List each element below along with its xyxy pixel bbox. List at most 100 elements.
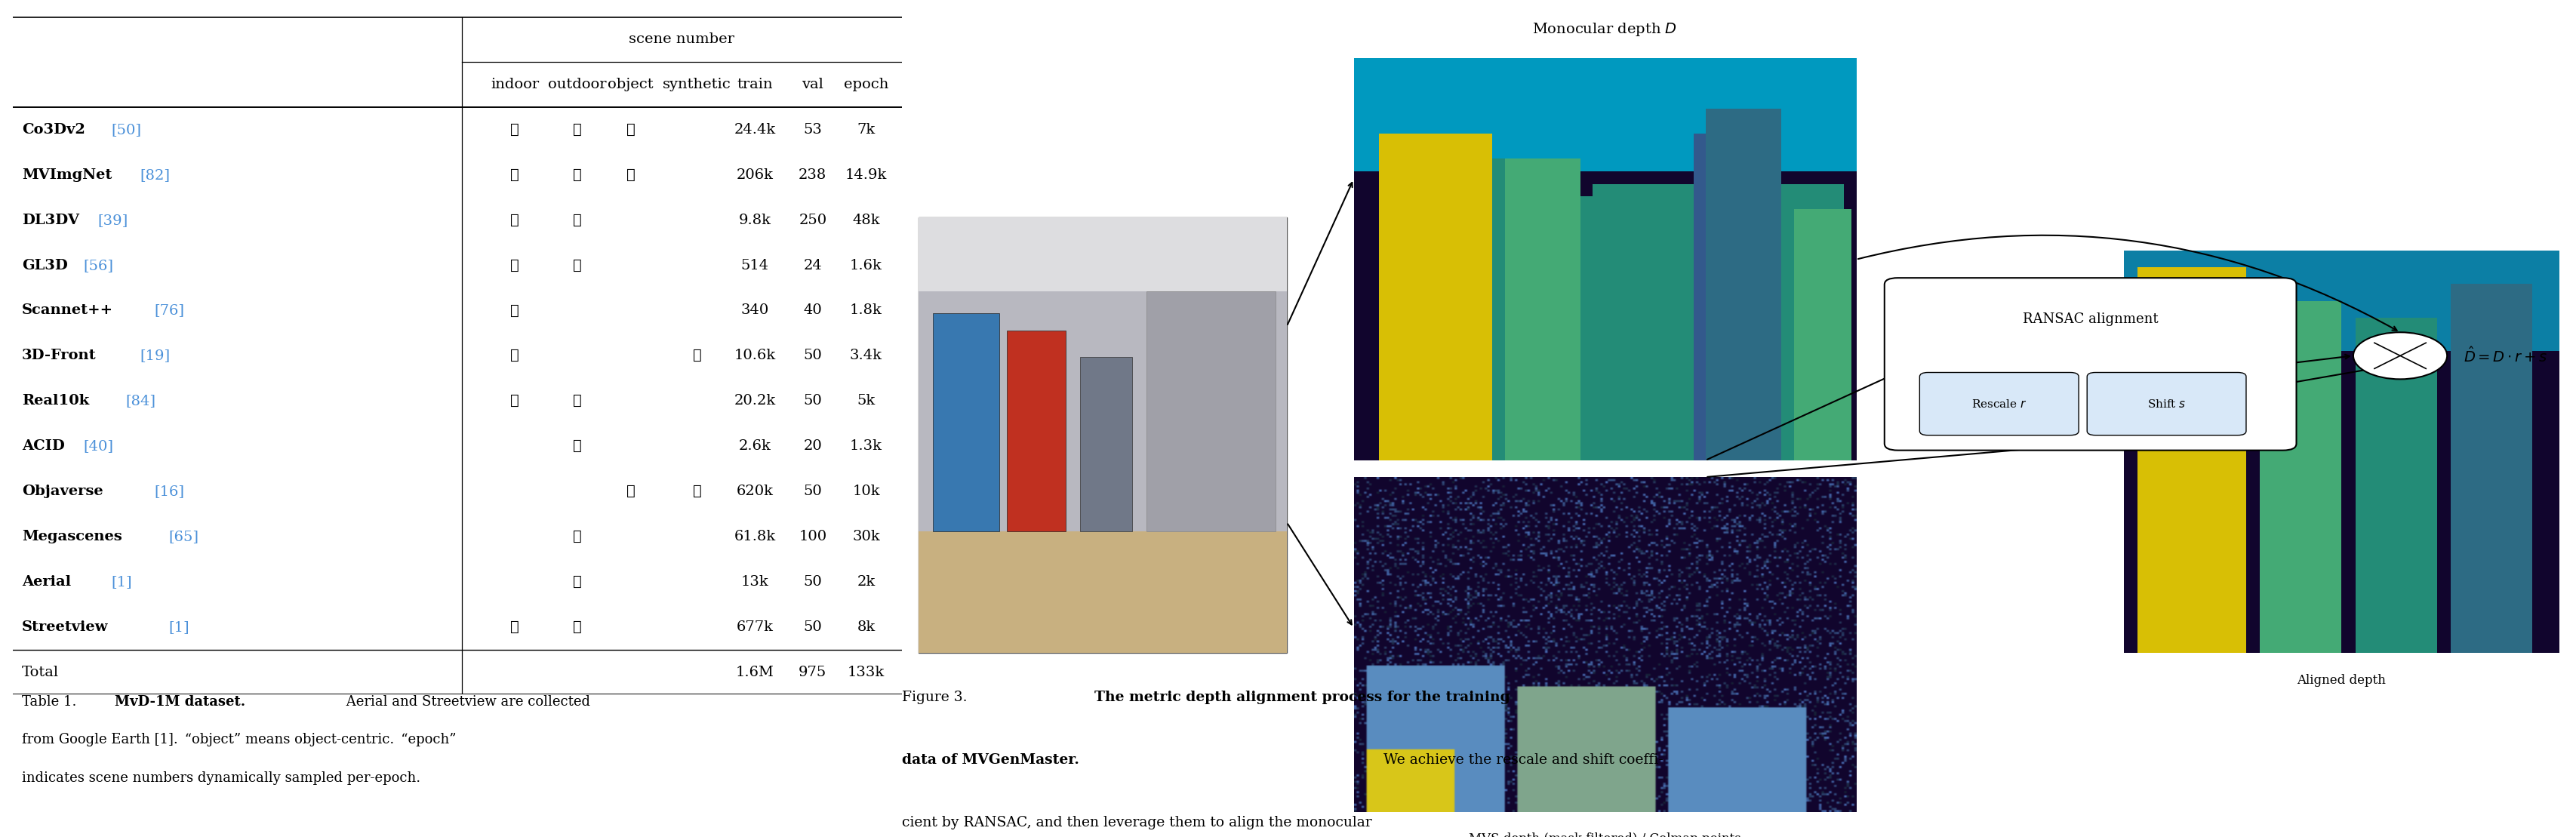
Text: MVImgNet: MVImgNet xyxy=(21,168,111,182)
Text: ✓: ✓ xyxy=(572,213,582,227)
Text: ✓: ✓ xyxy=(626,123,634,136)
Text: synthetic: synthetic xyxy=(662,78,732,91)
Text: Table 1.: Table 1. xyxy=(21,695,77,708)
Text: 3.4k: 3.4k xyxy=(850,349,881,362)
Text: 53: 53 xyxy=(804,123,822,136)
Text: 10.6k: 10.6k xyxy=(734,349,775,362)
Text: 340: 340 xyxy=(742,304,770,317)
Text: 14.9k: 14.9k xyxy=(845,168,886,182)
Text: ✓: ✓ xyxy=(693,485,701,498)
Text: ACID: ACID xyxy=(21,439,64,453)
Text: 8k: 8k xyxy=(858,620,876,634)
Text: ✓: ✓ xyxy=(510,349,520,362)
Text: 61.8k: 61.8k xyxy=(734,530,775,543)
Text: 1.8k: 1.8k xyxy=(850,304,881,317)
Bar xyxy=(920,218,1288,291)
Text: $\hat{D} = D \cdot r + s$: $\hat{D} = D \cdot r + s$ xyxy=(2463,347,2548,365)
Text: [76]: [76] xyxy=(155,304,185,317)
Text: DL3DV: DL3DV xyxy=(21,213,80,227)
Text: 5k: 5k xyxy=(858,394,876,408)
Text: ✓: ✓ xyxy=(510,213,520,227)
Text: ✓: ✓ xyxy=(572,530,582,543)
Text: ✓: ✓ xyxy=(572,259,582,272)
Text: data of MVGenMaster.: data of MVGenMaster. xyxy=(902,753,1079,767)
Text: MvD-1M dataset.: MvD-1M dataset. xyxy=(116,695,245,708)
Text: MVS depth (mask filtered) / Colmap points: MVS depth (mask filtered) / Colmap point… xyxy=(1468,833,1741,837)
Text: Aerial: Aerial xyxy=(21,575,72,588)
Text: ✓: ✓ xyxy=(510,394,520,408)
Text: ✓: ✓ xyxy=(510,304,520,317)
Text: 620k: 620k xyxy=(737,485,773,498)
Text: train: train xyxy=(737,78,773,91)
Text: 7k: 7k xyxy=(858,123,876,136)
Text: 206k: 206k xyxy=(737,168,773,182)
Text: outdoor: outdoor xyxy=(549,78,605,91)
Text: Aerial and Streetview are collected: Aerial and Streetview are collected xyxy=(343,695,590,708)
Text: [56]: [56] xyxy=(82,259,113,272)
Text: ✓: ✓ xyxy=(510,620,520,634)
Text: object: object xyxy=(608,78,654,91)
Text: ✓: ✓ xyxy=(626,485,634,498)
Text: Objaverse: Objaverse xyxy=(21,485,103,498)
Text: 9.8k: 9.8k xyxy=(739,213,770,227)
Bar xyxy=(920,218,1288,653)
Text: GL3D: GL3D xyxy=(21,259,67,272)
Text: RANSAC alignment: RANSAC alignment xyxy=(2022,313,2159,326)
Bar xyxy=(1007,331,1066,531)
Text: 2k: 2k xyxy=(858,575,876,588)
Text: ✓: ✓ xyxy=(510,123,520,136)
Text: 100: 100 xyxy=(799,530,827,543)
Text: ✓: ✓ xyxy=(626,168,634,182)
Text: Megascenes: Megascenes xyxy=(21,530,121,543)
Text: The metric depth alignment process for the training: The metric depth alignment process for t… xyxy=(1095,691,1510,704)
Circle shape xyxy=(2354,332,2447,379)
Text: 13k: 13k xyxy=(742,575,768,588)
Text: Shift $s$: Shift $s$ xyxy=(2148,398,2187,409)
Bar xyxy=(1146,291,1275,531)
Text: [1]: [1] xyxy=(111,575,131,588)
Text: 40: 40 xyxy=(804,304,822,317)
Text: ✓: ✓ xyxy=(572,123,582,136)
Text: 50: 50 xyxy=(804,349,822,362)
Text: [1]: [1] xyxy=(167,620,188,634)
Text: 50: 50 xyxy=(804,394,822,408)
Text: [19]: [19] xyxy=(139,349,170,362)
Text: Aligned depth: Aligned depth xyxy=(2298,674,2385,686)
Text: 48k: 48k xyxy=(853,213,881,227)
Text: 238: 238 xyxy=(799,168,827,182)
Text: [65]: [65] xyxy=(167,530,198,543)
Text: 514: 514 xyxy=(742,259,770,272)
Text: 1.6M: 1.6M xyxy=(737,665,775,679)
Text: ✓: ✓ xyxy=(572,575,582,588)
Text: ✓: ✓ xyxy=(572,168,582,182)
Text: 677k: 677k xyxy=(737,620,773,634)
Text: [39]: [39] xyxy=(98,213,129,227)
Text: Streetview: Streetview xyxy=(21,620,108,634)
Text: val: val xyxy=(801,78,824,91)
Text: 50: 50 xyxy=(804,620,822,634)
Text: 250: 250 xyxy=(799,213,827,227)
Text: Total: Total xyxy=(21,665,59,679)
Text: 2.6k: 2.6k xyxy=(739,439,770,453)
Text: Real10k: Real10k xyxy=(21,394,90,408)
Text: indoor: indoor xyxy=(492,78,538,91)
Bar xyxy=(920,531,1288,653)
Text: [40]: [40] xyxy=(82,439,113,453)
Text: ✓: ✓ xyxy=(572,439,582,453)
Text: 20: 20 xyxy=(804,439,822,453)
Text: ✓: ✓ xyxy=(510,259,520,272)
Text: cient by RANSAC, and then leverage them to align the monocular: cient by RANSAC, and then leverage them … xyxy=(902,816,1370,829)
Text: 3D-Front: 3D-Front xyxy=(21,349,95,362)
Text: 30k: 30k xyxy=(853,530,881,543)
Bar xyxy=(933,313,999,531)
Text: 133k: 133k xyxy=(848,665,884,679)
Text: 1.3k: 1.3k xyxy=(850,439,881,453)
Text: [84]: [84] xyxy=(126,394,157,408)
FancyBboxPatch shape xyxy=(1919,372,2079,435)
Text: Figure 3.: Figure 3. xyxy=(902,691,966,704)
Text: 50: 50 xyxy=(804,575,822,588)
Text: 10k: 10k xyxy=(853,485,881,498)
Text: Monocular depth $D$: Monocular depth $D$ xyxy=(1533,21,1677,38)
Text: ✓: ✓ xyxy=(510,168,520,182)
FancyBboxPatch shape xyxy=(2087,372,2246,435)
